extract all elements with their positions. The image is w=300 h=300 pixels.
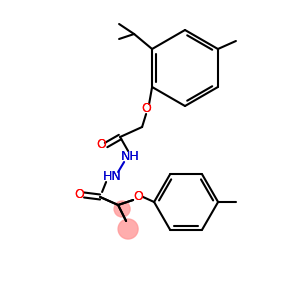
Circle shape — [114, 201, 130, 217]
Text: O: O — [141, 103, 151, 116]
Text: O: O — [74, 188, 84, 202]
Text: O: O — [74, 188, 84, 202]
Text: O: O — [133, 190, 143, 203]
Circle shape — [118, 219, 138, 239]
Text: O: O — [133, 190, 143, 203]
Text: O: O — [96, 139, 106, 152]
Text: O: O — [141, 103, 151, 116]
Text: HN: HN — [103, 170, 122, 184]
Text: HN: HN — [103, 170, 122, 184]
Text: NH: NH — [121, 151, 140, 164]
Text: O: O — [96, 139, 106, 152]
Text: NH: NH — [121, 151, 140, 164]
